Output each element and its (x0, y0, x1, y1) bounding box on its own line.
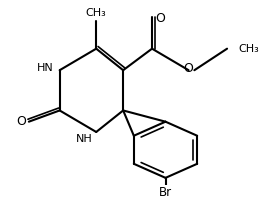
Text: HN: HN (37, 63, 54, 73)
Text: Br: Br (159, 186, 172, 198)
Text: CH₃: CH₃ (239, 44, 259, 54)
Text: O: O (16, 115, 26, 128)
Text: CH₃: CH₃ (86, 8, 107, 18)
Text: O: O (184, 62, 194, 75)
Text: NH: NH (76, 134, 92, 145)
Text: O: O (155, 12, 165, 25)
